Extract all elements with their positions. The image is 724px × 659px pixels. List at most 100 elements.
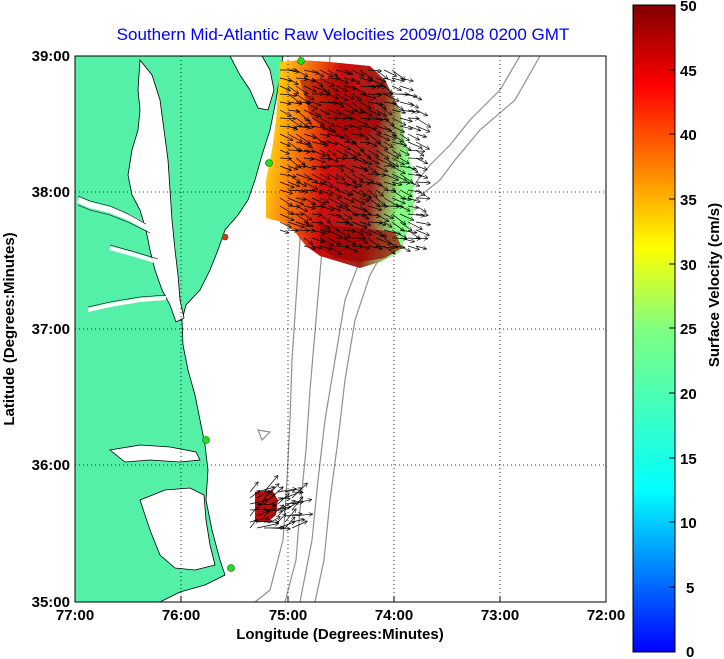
velocity-arrow [383, 173, 398, 180]
velocity-arrow [270, 498, 283, 505]
velocity-arrow [383, 93, 399, 101]
velocity-arrow [295, 117, 308, 127]
velocity-arrow [359, 109, 372, 116]
velocity-arrow [279, 149, 289, 154]
velocity-arrow [303, 109, 318, 117]
albemarle-sound [109, 444, 201, 463]
velocity-arrow [249, 509, 266, 510]
velocity-arrow [335, 189, 351, 195]
velocity-arrow [399, 205, 410, 211]
velocity-arrow [367, 133, 380, 143]
velocity-arrow [375, 197, 385, 205]
velocity-arrow [391, 85, 401, 90]
velocity-arrow [391, 117, 406, 125]
velocity-arrow [279, 181, 294, 188]
velocity-arrow [351, 246, 362, 247]
velocity-arrow [383, 77, 395, 81]
velocity-arrow [327, 173, 338, 180]
velocity-arrow [303, 165, 315, 169]
potomac-river [76, 197, 150, 231]
velocity-arrow [327, 102, 342, 103]
delaware-bay [229, 56, 275, 111]
velocity-arrow [284, 502, 299, 511]
velocity-arrow [327, 197, 343, 206]
y-axis-label: Latitude (Degrees:Minutes) [1, 232, 18, 425]
velocity-arrow [351, 205, 367, 211]
velocity-arrow [311, 229, 326, 234]
velocity-arrow [343, 197, 354, 202]
velocity-arrow [295, 157, 305, 165]
velocity-arrow [399, 141, 411, 150]
velocity-arrow [367, 94, 381, 95]
velocity-arrow [319, 125, 332, 131]
velocity-arrow [327, 157, 338, 162]
velocity-arrow [311, 197, 325, 204]
velocity-arrow [287, 197, 303, 205]
velocity-arrow [277, 489, 296, 493]
velocity-arrow [279, 229, 289, 233]
velocity-arrow [327, 133, 344, 138]
velocity-arrow [319, 173, 330, 179]
velocity-arrow [367, 109, 380, 115]
velocity-arrow [415, 157, 427, 163]
colorbar-tick-label: 25 [680, 321, 697, 338]
velocity-arrow [343, 149, 356, 158]
velocity-arrow [287, 133, 302, 142]
velocity-arrow [415, 141, 429, 149]
velocity-arrow [407, 93, 421, 100]
velocity-arrow [391, 157, 404, 165]
velocity-arrow [375, 149, 389, 159]
velocity-arrow [343, 101, 357, 111]
velocity-arrow [367, 237, 379, 247]
velocity-arrow [407, 141, 422, 148]
colorbar-tick-label: 15 [680, 451, 697, 468]
velocity-arrow [415, 189, 425, 195]
velocity-arrow [407, 214, 424, 216]
velocity-arrow [391, 221, 404, 231]
velocity-arrow [375, 157, 391, 165]
velocity-arrow [319, 230, 331, 232]
velocity-arrow [399, 189, 412, 196]
velocity-arrow [343, 85, 356, 89]
velocity-arrow [303, 126, 314, 127]
velocity-arrow [303, 205, 315, 208]
velocity-arrow [303, 173, 317, 182]
velocity-arrow [407, 245, 419, 249]
velocity-arrow [407, 101, 418, 108]
colorbar-tick-label: 10 [680, 515, 697, 532]
velocity-arrow [303, 150, 315, 152]
velocity-arrow [375, 133, 389, 140]
velocity-arrow [279, 118, 295, 119]
velocity-arrow [351, 229, 363, 235]
velocity-arrow [335, 109, 350, 119]
velocity-arrow [415, 149, 423, 156]
y-tick-label: 35:00 [32, 594, 70, 611]
velocity-arrow [359, 173, 373, 182]
velocity-arrow [375, 109, 386, 116]
velocity-arrow [399, 245, 410, 251]
velocity-arrow [279, 173, 296, 177]
velocity-arrow [295, 213, 308, 223]
velocity-arrow [359, 221, 370, 225]
velocity-arrow [279, 189, 292, 194]
velocity-arrow [391, 101, 403, 110]
velocity-arrow [375, 77, 386, 82]
station-marker [227, 564, 235, 572]
velocity-arrow [351, 125, 361, 129]
velocity-arrow [343, 221, 353, 225]
velocity-arrow [287, 221, 304, 227]
y-tick-label: 39:00 [32, 48, 70, 65]
velocity-arrow [343, 245, 357, 251]
velocity-arrow [415, 214, 428, 215]
velocity-arrow [415, 125, 430, 132]
velocity-arrow [287, 102, 301, 104]
velocity-arrow [256, 510, 270, 517]
velocity-arrow [375, 213, 388, 221]
velocity-arrow [327, 142, 337, 145]
station-marker [297, 57, 305, 65]
colorbar-tick-label: 20 [680, 386, 697, 403]
velocity-arrow [359, 142, 370, 143]
station-marker [221, 233, 229, 241]
velocity-arrow [311, 246, 321, 248]
velocity-arrow [319, 149, 329, 156]
